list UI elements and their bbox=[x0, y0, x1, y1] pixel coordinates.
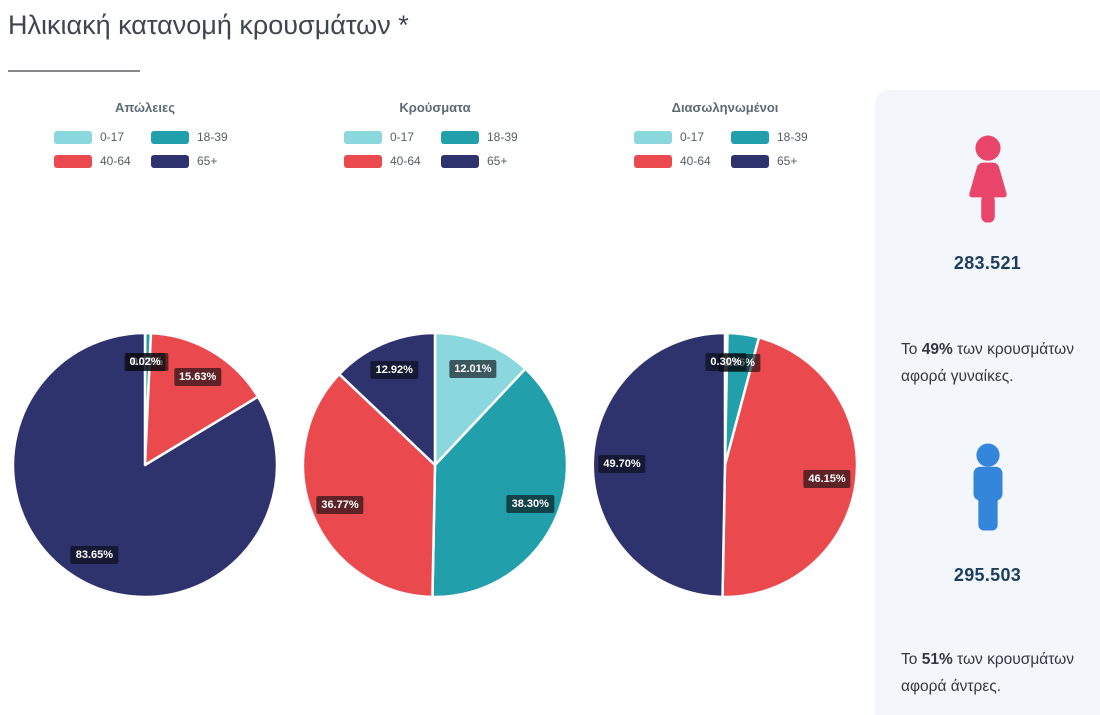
male-count: 295.503 bbox=[953, 565, 1022, 585]
legend-item-label: 18-39 bbox=[197, 130, 228, 144]
gender-stats-panel: 283.521 Το 49% των κρουσμάτων αφορά γυνα… bbox=[875, 90, 1100, 715]
male-share-text: Το 51% των κρουσμάτων αφορά άντρες. bbox=[901, 646, 1084, 700]
male-percent: 51% bbox=[921, 651, 953, 668]
legend-swatch-icon bbox=[344, 154, 382, 168]
chart-title: Διασωληνωμένοι bbox=[671, 100, 779, 115]
pie-slice-40-64[interactable] bbox=[301, 372, 437, 599]
legend-item-18-39[interactable]: 18-39 bbox=[151, 130, 236, 144]
pie-1: 0.02% 0.70% 15.63% 83.65% bbox=[8, 328, 282, 602]
legend-item-label: 65+ bbox=[777, 154, 798, 168]
pie-slice-18-39[interactable] bbox=[431, 367, 569, 599]
legend-item-65+[interactable]: 65+ bbox=[151, 154, 236, 168]
pie-3: 0.30% 3.85% 46.15% 49.70% bbox=[588, 328, 862, 602]
pie-slice-40-64[interactable] bbox=[143, 331, 260, 467]
pie-2: 12.01% 38.30% 36.77% 12.92% bbox=[298, 328, 572, 602]
pie-chart-cases: Κρούσματα 0-17 18-39 40-64 65+ 12.01% 38.30% 36… bbox=[290, 90, 580, 715]
pie-slice-65+[interactable] bbox=[591, 331, 727, 599]
pie-chart-intubated: Διασωληνωμένοι 0-17 18-39 40-64 65+ 0.30% 3.85… bbox=[580, 90, 870, 715]
legend-item-40-64[interactable]: 40-64 bbox=[344, 154, 429, 168]
legend-swatch-icon bbox=[634, 130, 672, 144]
legend-item-label: 65+ bbox=[487, 154, 508, 168]
legend-item-label: 0-17 bbox=[100, 130, 125, 144]
pie-chart-deaths: Απώλειες 0-17 18-39 40-64 65+ 0.02% 0.70% 15.63… bbox=[0, 90, 290, 715]
legend-item-label: 65+ bbox=[197, 154, 218, 168]
legend: 0-17 18-39 40-64 65+ bbox=[54, 130, 236, 168]
legend-item-label: 0-17 bbox=[680, 130, 705, 144]
legend-item-label: 40-64 bbox=[390, 154, 421, 168]
legend-item-0-17[interactable]: 0-17 bbox=[344, 130, 429, 144]
legend-swatch-icon bbox=[54, 154, 92, 168]
legend: 0-17 18-39 40-64 65+ bbox=[634, 130, 816, 168]
legend-swatch-icon bbox=[634, 154, 672, 168]
legend-item-40-64[interactable]: 40-64 bbox=[54, 154, 139, 168]
legend-item-40-64[interactable]: 40-64 bbox=[634, 154, 719, 168]
male-text-suffix: των κρουσμάτων αφορά άντρες. bbox=[901, 651, 1074, 696]
pie-slice-65+[interactable] bbox=[11, 331, 279, 599]
female-count: 283.521 bbox=[953, 253, 1022, 273]
female-share-text: Το 49% των κρουσμάτων αφορά γυναίκες. bbox=[901, 336, 1084, 390]
legend-swatch-icon bbox=[441, 130, 479, 144]
legend-item-65+[interactable]: 65+ bbox=[731, 154, 816, 168]
legend-swatch-icon bbox=[151, 154, 189, 168]
legend-swatch-icon bbox=[344, 130, 382, 144]
legend-item-label: 40-64 bbox=[100, 154, 131, 168]
legend-item-label: 0-17 bbox=[390, 130, 415, 144]
legend-swatch-icon bbox=[441, 154, 479, 168]
chart-title: Απώλειες bbox=[115, 100, 175, 115]
legend-item-label: 18-39 bbox=[777, 130, 808, 144]
legend-item-65+[interactable]: 65+ bbox=[441, 154, 526, 168]
legend-swatch-icon bbox=[731, 154, 769, 168]
charts-area: Απώλειες 0-17 18-39 40-64 65+ 0.02% 0.70% 15.63… bbox=[0, 90, 870, 715]
title-underline bbox=[8, 70, 140, 72]
male-text-prefix: Το bbox=[901, 651, 922, 668]
legend: 0-17 18-39 40-64 65+ bbox=[344, 130, 526, 168]
female-text-prefix: Το bbox=[901, 341, 922, 358]
page-title: Ηλικιακή κατανομή κρουσμάτων * bbox=[8, 10, 409, 40]
legend-item-18-39[interactable]: 18-39 bbox=[441, 130, 526, 144]
legend-swatch-icon bbox=[731, 130, 769, 144]
female-percent: 49% bbox=[921, 341, 953, 358]
legend-item-label: 40-64 bbox=[680, 154, 711, 168]
male-icon bbox=[959, 442, 1017, 539]
female-icon bbox=[959, 134, 1017, 231]
pie-slice-40-64[interactable] bbox=[721, 336, 859, 599]
legend-item-18-39[interactable]: 18-39 bbox=[731, 130, 816, 144]
legend-item-label: 18-39 bbox=[487, 130, 518, 144]
chart-title: Κρούσματα bbox=[399, 100, 471, 115]
female-text-suffix: των κρουσμάτων αφορά γυναίκες. bbox=[901, 341, 1074, 386]
legend-item-0-17[interactable]: 0-17 bbox=[54, 130, 139, 144]
legend-swatch-icon bbox=[54, 130, 92, 144]
legend-swatch-icon bbox=[151, 130, 189, 144]
legend-item-0-17[interactable]: 0-17 bbox=[634, 130, 719, 144]
